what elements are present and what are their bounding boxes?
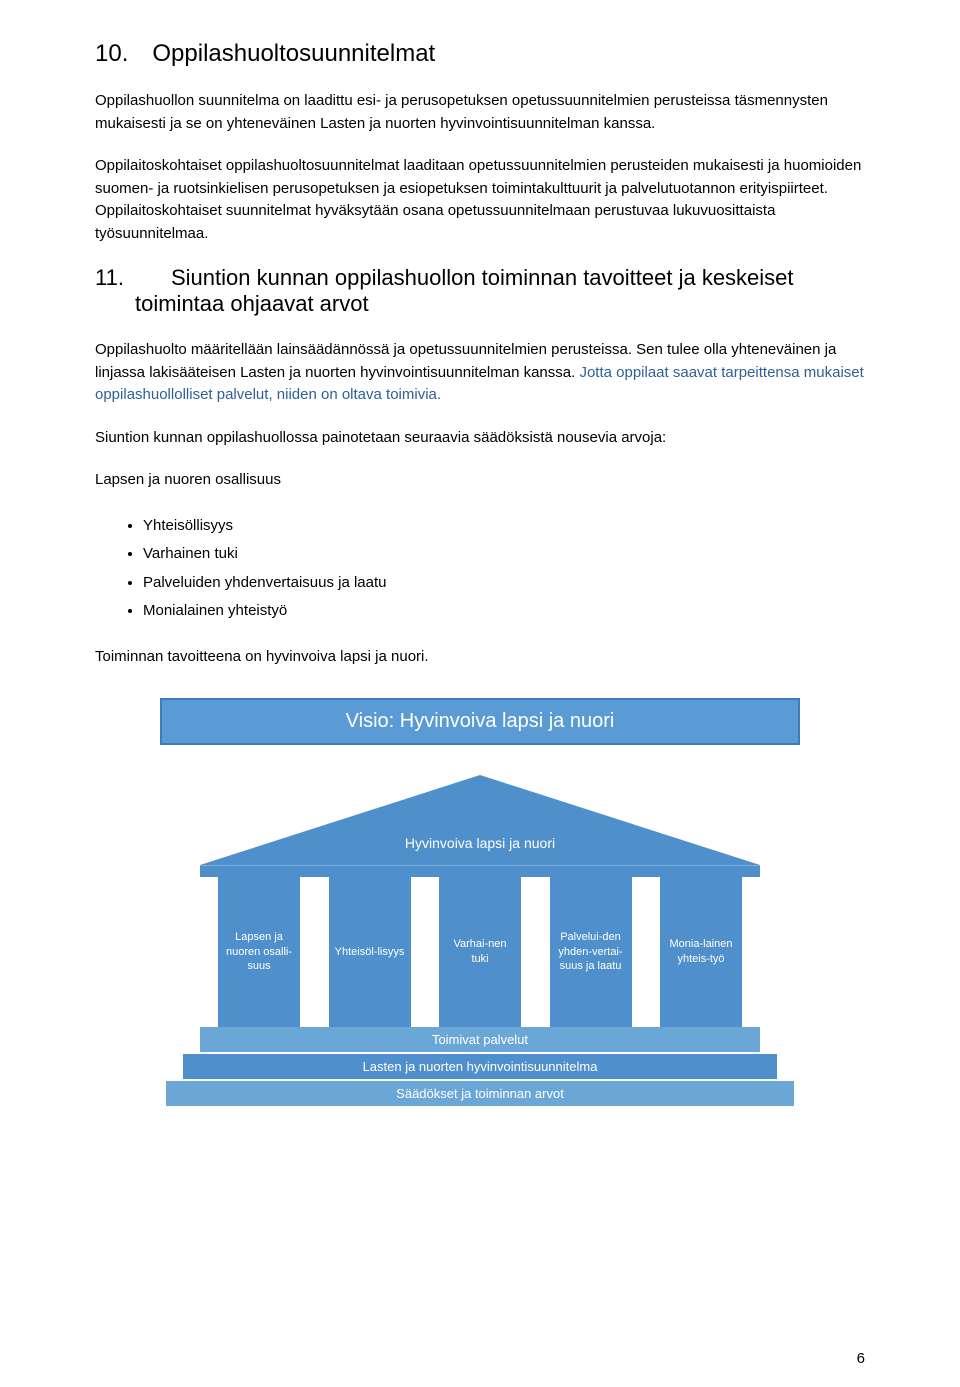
pillar-5: Monia-lainen yhteis-työ [660,877,742,1027]
pillar-1: Lapsen ja nuoren osalli-suus [218,877,300,1027]
vision-bar: Visio: Hyvinvoiva lapsi ja nuori [160,698,800,745]
section-11-title: Siuntion kunnan oppilashuollon toiminnan… [135,265,794,316]
pillars-row: Lapsen ja nuoren osalli-suus Yhteisöl-li… [200,877,760,1027]
base-row-3: Säädökset ja toiminnan arvot [166,1081,794,1106]
list-item: Monialainen yhteistyö [143,597,865,626]
house-graphic: Hyvinvoiva lapsi ja nuori Lapsen ja nuor… [200,775,760,1027]
section-11-para-1: Oppilashuolto määritellään lainsäädännös… [95,339,865,407]
base-row-1: Toimivat palvelut [200,1027,760,1052]
section-10-para-2: Oppilaitoskohtaiset oppilashuoltosuunnit… [95,155,865,245]
section-10-number: 10. [95,40,128,68]
section-11-para-2: Siuntion kunnan oppilashuollossa painote… [95,427,865,450]
header-beam [200,865,760,877]
list-item: Palveluiden yhdenvertaisuus ja laatu [143,569,865,598]
pillar-2: Yhteisöl-lisyys [329,877,411,1027]
pillar-3: Varhai-nen tuki [439,877,521,1027]
section-11-heading: 11.Siuntion kunnan oppilashuollon toimin… [95,265,865,317]
section-11-para-3: Lapsen ja nuoren osallisuus [95,469,865,492]
list-item: Varhainen tuki [143,540,865,569]
section-10-para-1: Oppilashuollon suunnitelma on laadittu e… [95,90,865,135]
list-item: Yhteisöllisyys [143,512,865,541]
section-11-bullets: Yhteisöllisyys Varhainen tuki Palveluide… [143,512,865,626]
section-11-number: 11. [95,265,143,291]
roof-shape [200,775,760,865]
vision-diagram: Visio: Hyvinvoiva lapsi ja nuori Hyvinvo… [160,698,800,1106]
page-number: 6 [857,1350,865,1367]
pillar-4: Palvelui-den yhden-vertai-suus ja laatu [550,877,632,1027]
section-11-para-4: Toiminnan tavoitteena on hyvinvoiva laps… [95,646,865,669]
section-10-heading: 10. Oppilashuoltosuunnitelmat [95,40,865,68]
section-10-title: Oppilashuoltosuunnitelmat [152,40,435,67]
base-row-2: Lasten ja nuorten hyvinvointisuunnitelma [183,1054,777,1079]
